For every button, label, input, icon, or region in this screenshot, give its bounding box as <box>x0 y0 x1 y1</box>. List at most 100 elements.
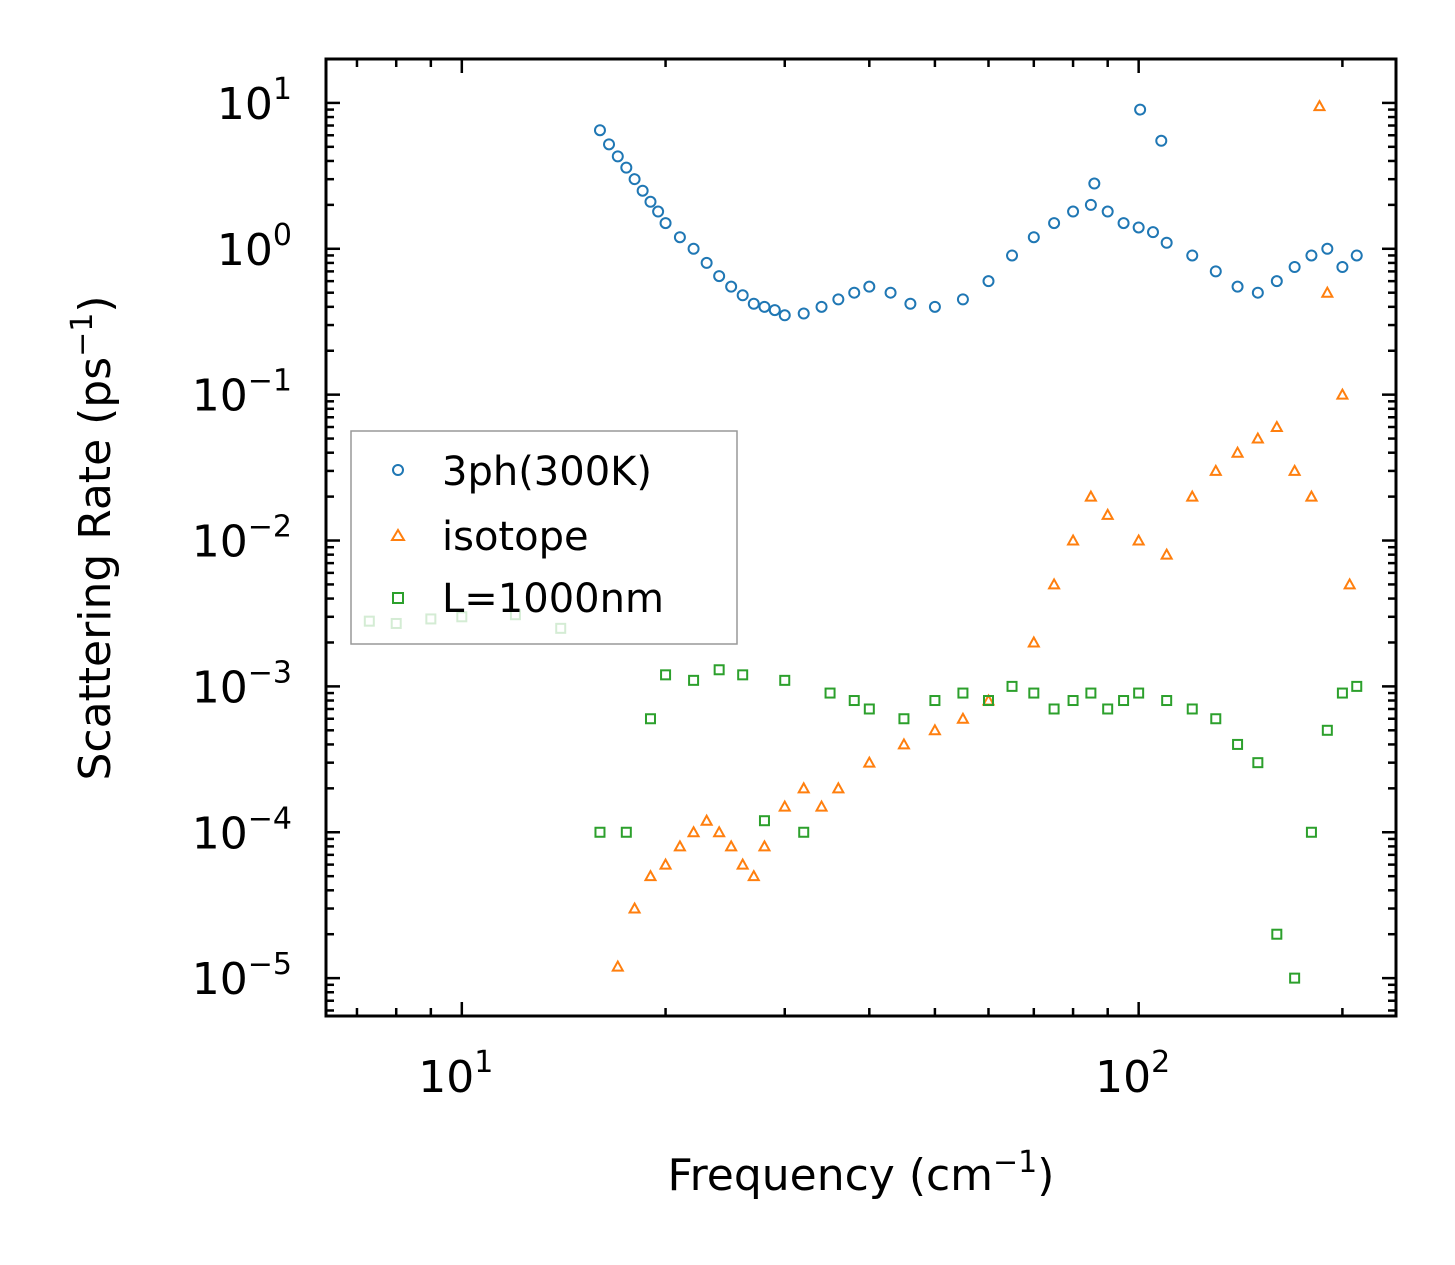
point <box>643 869 658 882</box>
point <box>1006 680 1018 692</box>
point <box>797 307 810 320</box>
point <box>644 195 657 208</box>
point <box>1048 217 1061 230</box>
y-axis-title: Scattering Rate (ps−1) <box>65 295 121 780</box>
point <box>1160 236 1173 249</box>
point <box>1028 687 1040 699</box>
point <box>798 826 810 838</box>
y-tick-label: 10−3 <box>192 655 292 713</box>
point <box>1209 463 1223 476</box>
legend-marker-3ph <box>392 464 404 476</box>
point <box>1270 275 1283 288</box>
point <box>1131 533 1146 546</box>
point <box>779 674 791 686</box>
point <box>660 669 672 681</box>
point <box>758 300 771 313</box>
point <box>956 293 969 306</box>
point <box>1230 445 1245 458</box>
point <box>594 826 606 838</box>
point <box>928 723 942 736</box>
point <box>1251 431 1265 444</box>
point <box>658 857 673 870</box>
point <box>713 664 725 676</box>
point <box>863 703 875 715</box>
point <box>747 297 760 310</box>
point <box>863 280 876 293</box>
point <box>1159 547 1174 560</box>
point <box>659 217 672 230</box>
point <box>1161 695 1173 707</box>
point <box>758 815 770 827</box>
point <box>1084 198 1097 211</box>
y-tick-label: 10−4 <box>192 801 292 859</box>
point <box>928 300 941 313</box>
point <box>1287 463 1302 476</box>
x-tick-label: 102 <box>1095 1045 1170 1103</box>
series-0 <box>593 103 1363 322</box>
point <box>1146 226 1159 239</box>
point <box>725 280 738 293</box>
point <box>1067 205 1080 218</box>
point <box>611 150 624 163</box>
point <box>1155 134 1168 147</box>
point <box>1289 972 1301 984</box>
point <box>983 695 995 707</box>
point <box>1117 217 1130 230</box>
point <box>957 687 969 699</box>
point <box>712 825 726 838</box>
point <box>1101 205 1114 218</box>
point <box>1048 703 1060 715</box>
point <box>1118 695 1130 707</box>
point <box>673 839 687 852</box>
y-tick-label: 10−2 <box>192 510 292 568</box>
point <box>778 309 791 322</box>
point <box>1320 285 1335 298</box>
point <box>736 289 749 302</box>
point <box>1312 99 1327 112</box>
point <box>814 799 829 812</box>
point <box>735 857 750 870</box>
point <box>1085 687 1097 699</box>
point <box>593 124 606 137</box>
plot-frame <box>324 57 1398 1018</box>
x-axis-title: Frequency (cm−1) <box>668 1145 1055 1201</box>
point <box>768 304 781 317</box>
legend-box <box>350 430 738 645</box>
point <box>1006 249 1019 262</box>
y-tick-label: 100 <box>217 218 292 276</box>
y-tick-label: 10−1 <box>192 364 292 422</box>
point <box>620 826 632 838</box>
point <box>815 300 828 313</box>
point <box>1304 489 1319 502</box>
legend-marker-l1000nm <box>392 592 404 604</box>
point <box>1232 738 1244 750</box>
point <box>1186 249 1199 262</box>
legend-label-isotope: isotope <box>442 514 589 560</box>
point <box>724 839 738 852</box>
point <box>1252 757 1264 769</box>
point <box>831 781 846 794</box>
point <box>636 184 649 197</box>
point <box>611 959 625 972</box>
point <box>1321 242 1334 255</box>
point <box>1210 713 1222 725</box>
point <box>757 839 772 852</box>
series-1 <box>611 99 1357 972</box>
point <box>982 275 995 288</box>
point <box>1321 724 1333 736</box>
point <box>737 669 749 681</box>
point <box>824 687 836 699</box>
point <box>1231 280 1244 293</box>
point <box>1100 507 1115 520</box>
point <box>929 695 941 707</box>
point <box>1350 249 1363 262</box>
point <box>1251 286 1264 299</box>
point <box>687 242 700 255</box>
series-2 <box>363 609 1363 984</box>
point <box>620 161 633 174</box>
point <box>848 286 861 299</box>
point <box>797 781 811 794</box>
point <box>1186 703 1198 715</box>
point <box>1351 680 1363 692</box>
